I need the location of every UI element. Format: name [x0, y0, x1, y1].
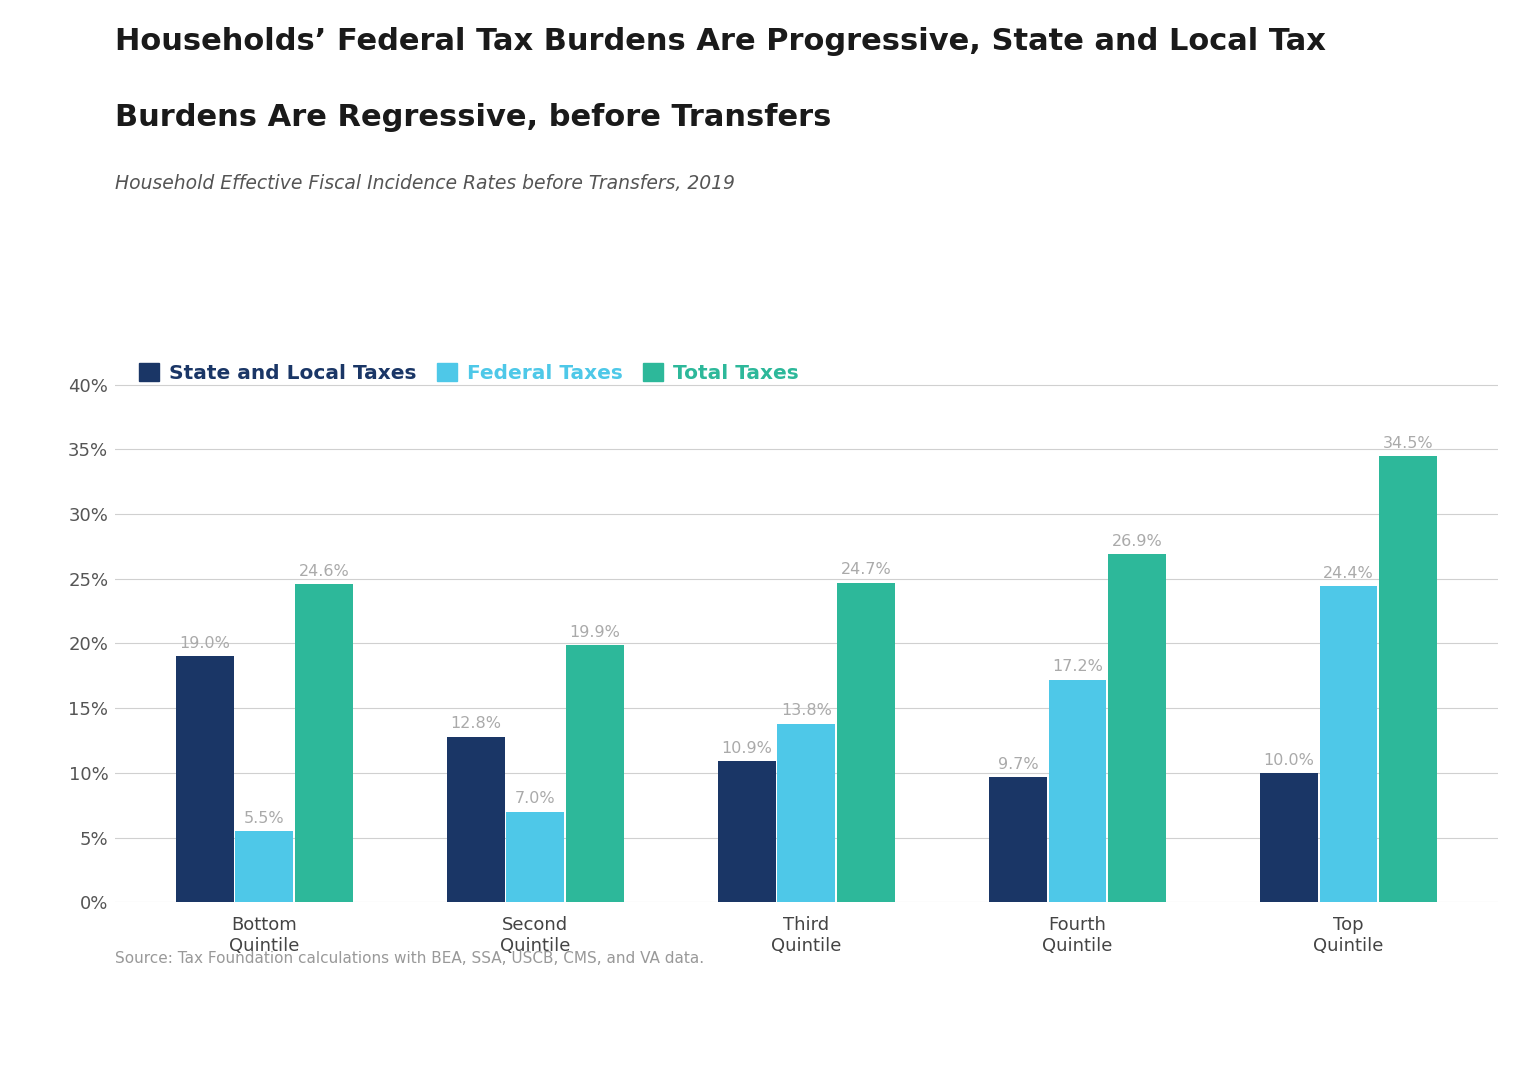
Text: 24.7%: 24.7%: [840, 562, 891, 577]
Text: 19.9%: 19.9%: [570, 625, 621, 639]
Bar: [1107, 554, 1166, 902]
Bar: [777, 724, 836, 902]
Text: 9.7%: 9.7%: [997, 757, 1038, 772]
Text: 10.0%: 10.0%: [1264, 752, 1315, 767]
Bar: [447, 737, 505, 902]
Text: Burdens Are Regressive, before Transfers: Burdens Are Regressive, before Transfers: [115, 103, 831, 133]
Text: 34.5%: 34.5%: [1382, 436, 1433, 451]
Text: 13.8%: 13.8%: [780, 703, 833, 719]
Text: 19.0%: 19.0%: [180, 636, 230, 651]
Text: 26.9%: 26.9%: [1112, 534, 1163, 549]
Text: Source: Tax Foundation calculations with BEA, SSA, USCB, CMS, and VA data.: Source: Tax Foundation calculations with…: [115, 951, 705, 966]
Text: 17.2%: 17.2%: [1052, 660, 1103, 674]
Text: 5.5%: 5.5%: [244, 811, 284, 826]
Text: @TaxFoundation: @TaxFoundation: [1329, 1037, 1508, 1055]
Text: TAX FOUNDATION: TAX FOUNDATION: [28, 1037, 221, 1055]
Text: 24.6%: 24.6%: [298, 564, 349, 578]
Text: 12.8%: 12.8%: [450, 716, 501, 732]
Bar: [1049, 679, 1106, 902]
Text: 7.0%: 7.0%: [515, 791, 556, 807]
Bar: [1319, 587, 1378, 902]
Bar: [567, 645, 624, 902]
Legend: State and Local Taxes, Federal Taxes, Total Taxes: State and Local Taxes, Federal Taxes, To…: [140, 363, 799, 384]
Bar: [507, 812, 564, 902]
Bar: [295, 584, 353, 902]
Bar: [837, 583, 895, 902]
Bar: [1379, 455, 1438, 902]
Text: 10.9%: 10.9%: [722, 741, 773, 755]
Text: Household Effective Fiscal Incidence Rates before Transfers, 2019: Household Effective Fiscal Incidence Rat…: [115, 174, 736, 192]
Bar: [175, 657, 233, 902]
Bar: [989, 777, 1046, 902]
Bar: [1260, 773, 1318, 902]
Text: 24.4%: 24.4%: [1322, 566, 1373, 582]
Bar: [717, 761, 776, 902]
Bar: [235, 832, 293, 902]
Text: Households’ Federal Tax Burdens Are Progressive, State and Local Tax: Households’ Federal Tax Burdens Are Prog…: [115, 27, 1326, 57]
